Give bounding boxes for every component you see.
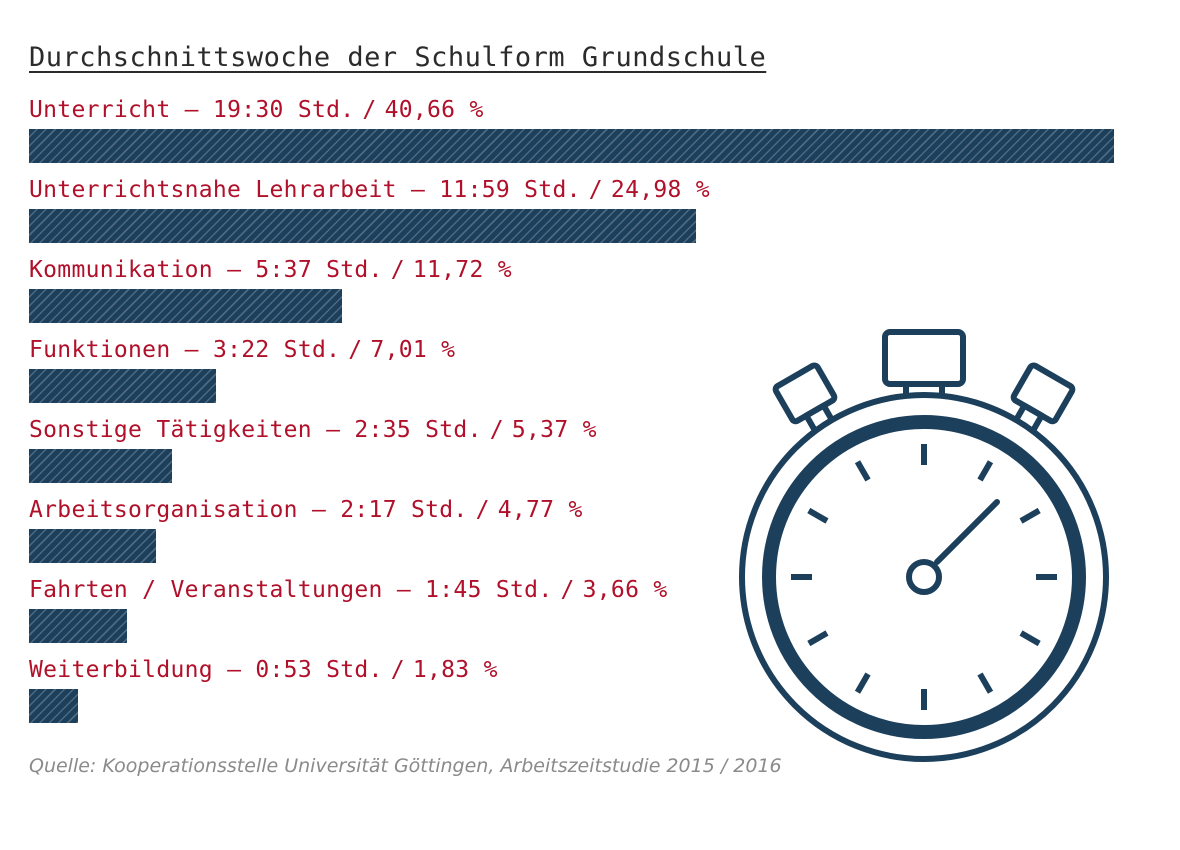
stopwatch-tick [854, 460, 871, 482]
percent-label: 4,77 % [497, 497, 583, 523]
category-label: Unterrichtsnahe Lehrarbeit [29, 177, 397, 203]
bar-label: Unterricht – 19:30 Std./40,66 % [29, 97, 484, 123]
hours-label: 1:45 Std. [425, 577, 553, 603]
percent-label: 5,37 % [511, 417, 597, 443]
stopwatch-tick [977, 672, 994, 694]
hours-label: 5:37 Std. [255, 257, 383, 283]
stopwatch-tick [854, 672, 871, 694]
stopwatch-icon [739, 329, 1109, 762]
category-label: Weiterbildung [29, 657, 213, 683]
bar-label: Funktionen – 3:22 Std./7,01 % [29, 337, 456, 363]
category-label: Arbeitsorganisation [29, 497, 298, 523]
stopwatch-tick [977, 460, 994, 482]
bar [29, 449, 172, 483]
bar [29, 609, 127, 643]
bar-label: Kommunikation – 5:37 Std./11,72 % [29, 257, 512, 283]
hours-label: 2:17 Std. [340, 497, 468, 523]
category-label: Funktionen [29, 337, 171, 363]
bar [29, 209, 696, 243]
percent-label: 24,98 % [610, 177, 710, 203]
bar-label: Arbeitsorganisation – 2:17 Std./4,77 % [29, 497, 583, 523]
category-label: Unterricht [29, 97, 171, 123]
hours-label: 0:53 Std. [255, 657, 383, 683]
bar [29, 689, 78, 723]
percent-label: 40,66 % [384, 97, 484, 123]
category-label: Kommunikation [29, 257, 213, 283]
category-label: Fahrten / Veranstaltungen [29, 577, 383, 603]
percent-label: 1,83 % [412, 657, 498, 683]
chart-title: Durchschnittswoche der Schulform Grundsc… [29, 42, 767, 73]
bar-label: Fahrten / Veranstaltungen – 1:45 Std./3,… [29, 577, 668, 603]
stopwatch-tick [1019, 630, 1041, 647]
percent-label: 7,01 % [370, 337, 456, 363]
percent-label: 3,66 % [582, 577, 668, 603]
stopwatch-tick [807, 507, 829, 524]
hours-label: 2:35 Std. [354, 417, 482, 443]
percent-label: 11,72 % [412, 257, 512, 283]
bar [29, 529, 156, 563]
stopwatch-tick [1019, 507, 1041, 524]
bar-label: Sonstige Tätigkeiten – 2:35 Std./5,37 % [29, 417, 597, 443]
bar [29, 129, 1114, 163]
stopwatch-tick [807, 630, 829, 647]
bar-label: Weiterbildung – 0:53 Std./1,83 % [29, 657, 498, 683]
bar [29, 369, 216, 403]
source-note: Quelle: Kooperationsstelle Universität G… [29, 755, 782, 777]
category-label: Sonstige Tätigkeiten [29, 417, 312, 443]
bar-label: Unterrichtsnahe Lehrarbeit – 11:59 Std. /… [29, 177, 710, 203]
hours-label: 11:59 Std. [439, 177, 581, 203]
hours-label: 3:22 Std. [212, 337, 341, 363]
bar [29, 289, 342, 323]
hours-label: 19:30 Std. [212, 97, 355, 123]
